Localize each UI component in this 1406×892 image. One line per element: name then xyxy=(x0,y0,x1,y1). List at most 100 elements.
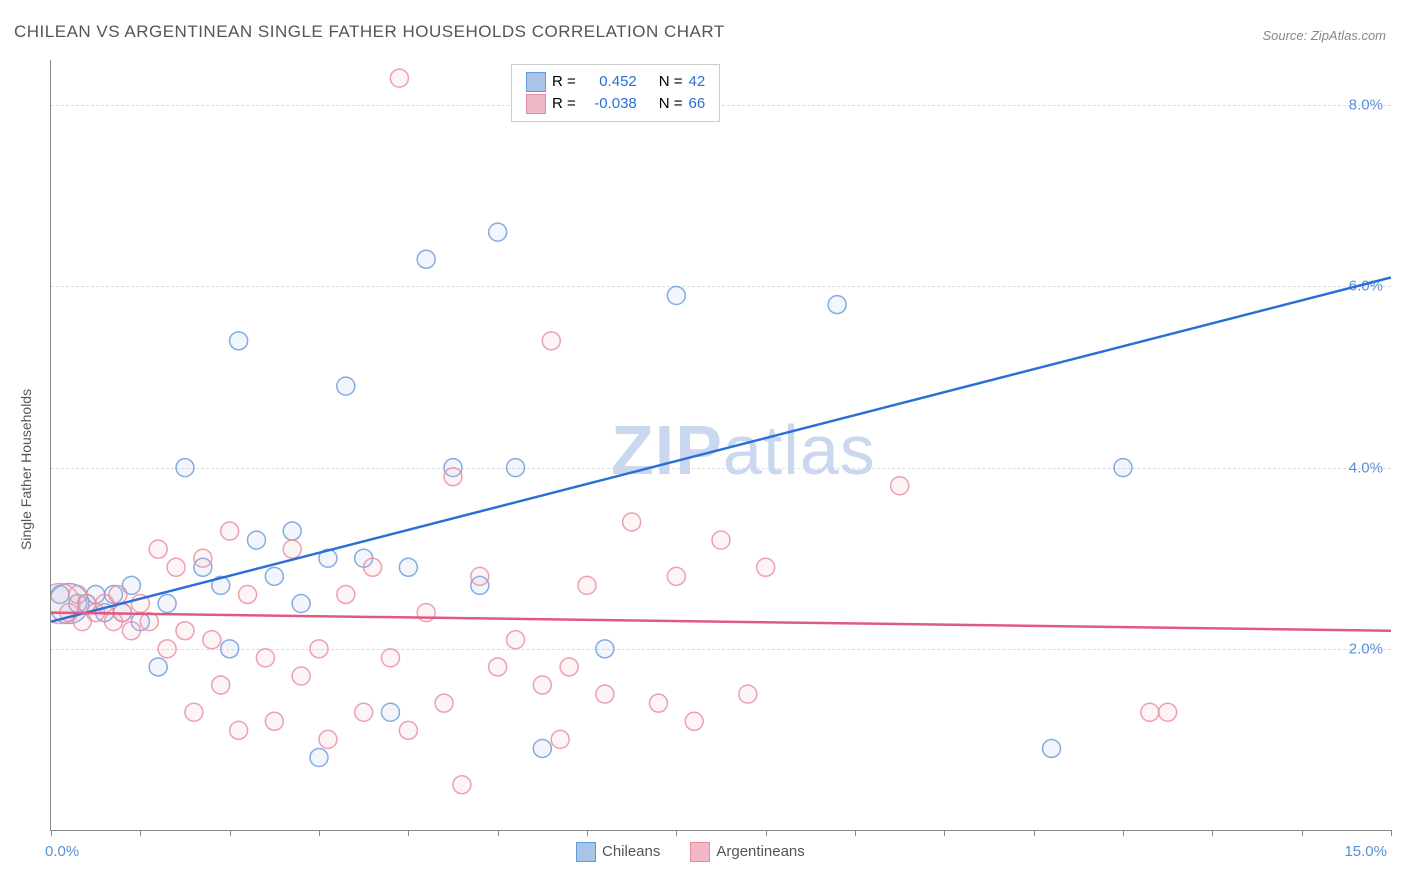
data-point xyxy=(1159,703,1177,721)
data-point xyxy=(310,749,328,767)
data-point xyxy=(390,69,408,87)
data-point xyxy=(596,685,614,703)
data-point xyxy=(265,567,283,585)
legend-item-argentineans: Argentineans xyxy=(690,842,804,862)
n-label: N = xyxy=(659,93,683,115)
n-value: 66 xyxy=(689,93,706,115)
data-point xyxy=(667,567,685,585)
data-point xyxy=(364,558,382,576)
x-tick-mark xyxy=(944,830,945,836)
data-point xyxy=(256,649,274,667)
data-point xyxy=(757,558,775,576)
data-point xyxy=(1114,459,1132,477)
data-point xyxy=(230,332,248,350)
data-point xyxy=(489,658,507,676)
data-point xyxy=(221,640,239,658)
data-point xyxy=(158,595,176,613)
regression-line xyxy=(51,613,1391,631)
x-tick-mark xyxy=(51,830,52,836)
data-point xyxy=(319,730,337,748)
x-tick-mark xyxy=(1034,830,1035,836)
data-point xyxy=(507,459,525,477)
data-point xyxy=(435,694,453,712)
data-point xyxy=(265,712,283,730)
data-point xyxy=(417,250,435,268)
legend-swatch-icon xyxy=(690,842,710,862)
x-tick-mark xyxy=(1302,830,1303,836)
data-point xyxy=(283,540,301,558)
x-tick-mark xyxy=(766,830,767,836)
data-point xyxy=(712,531,730,549)
data-point xyxy=(194,549,212,567)
n-label: N = xyxy=(659,71,683,93)
x-tick-mark xyxy=(408,830,409,836)
data-point xyxy=(337,585,355,603)
data-point xyxy=(551,730,569,748)
data-point xyxy=(203,631,221,649)
data-point xyxy=(239,585,257,603)
data-point xyxy=(533,676,551,694)
data-point xyxy=(185,703,203,721)
data-point xyxy=(283,522,301,540)
x-tick-mark xyxy=(319,830,320,836)
legend-swatch-argentineans xyxy=(526,94,546,114)
legend-row: R = 0.452 N = 42 xyxy=(526,71,705,93)
x-tick-mark xyxy=(230,830,231,836)
data-point xyxy=(471,567,489,585)
data-point xyxy=(158,640,176,658)
data-point xyxy=(310,640,328,658)
x-tick-mark xyxy=(140,830,141,836)
data-point xyxy=(167,558,185,576)
chart-title: CHILEAN VS ARGENTINEAN SINGLE FATHER HOU… xyxy=(14,22,725,42)
correlation-legend: R = 0.452 N = 42 R = -0.038 N = 66 xyxy=(511,64,720,122)
data-point xyxy=(739,685,757,703)
legend-label: Argentineans xyxy=(716,843,804,860)
data-point xyxy=(533,739,551,757)
data-point xyxy=(1141,703,1159,721)
x-max-label: 15.0% xyxy=(1344,843,1387,860)
data-point xyxy=(381,649,399,667)
data-point xyxy=(381,703,399,721)
x-tick-mark xyxy=(676,830,677,836)
legend-row: R = -0.038 N = 66 xyxy=(526,93,705,115)
r-label: R = xyxy=(552,71,576,93)
x-tick-mark xyxy=(587,830,588,836)
y-axis-label: Single Father Households xyxy=(18,389,34,550)
data-point xyxy=(542,332,560,350)
x-tick-mark xyxy=(1212,830,1213,836)
data-point xyxy=(578,576,596,594)
data-point xyxy=(489,223,507,241)
legend-item-chileans: Chileans xyxy=(576,842,660,862)
legend-swatch-chileans xyxy=(526,72,546,92)
data-point xyxy=(399,558,417,576)
data-point xyxy=(292,595,310,613)
data-point xyxy=(149,658,167,676)
data-point xyxy=(355,703,373,721)
data-point xyxy=(667,287,685,305)
data-point xyxy=(891,477,909,495)
r-value: 0.452 xyxy=(582,71,637,93)
r-value: -0.038 xyxy=(582,93,637,115)
x-tick-mark xyxy=(1391,830,1392,836)
plot-area: ZIPatlas 2.0%4.0%6.0%8.0% R = 0.452 N = … xyxy=(50,60,1391,831)
data-point xyxy=(507,631,525,649)
data-point xyxy=(399,721,417,739)
data-point xyxy=(230,721,248,739)
data-point xyxy=(176,459,194,477)
data-point xyxy=(176,622,194,640)
data-point xyxy=(247,531,265,549)
data-point xyxy=(140,613,158,631)
scatter-svg xyxy=(51,60,1391,830)
x-min-label: 0.0% xyxy=(45,843,79,860)
data-point xyxy=(109,585,127,603)
data-point xyxy=(221,522,239,540)
x-tick-mark xyxy=(1123,830,1124,836)
data-point xyxy=(623,513,641,531)
data-point xyxy=(649,694,667,712)
r-label: R = xyxy=(552,93,576,115)
data-point xyxy=(149,540,167,558)
data-point xyxy=(444,468,462,486)
legend-swatch-icon xyxy=(576,842,596,862)
data-point xyxy=(596,640,614,658)
series-legend: Chileans Argentineans xyxy=(576,842,805,862)
